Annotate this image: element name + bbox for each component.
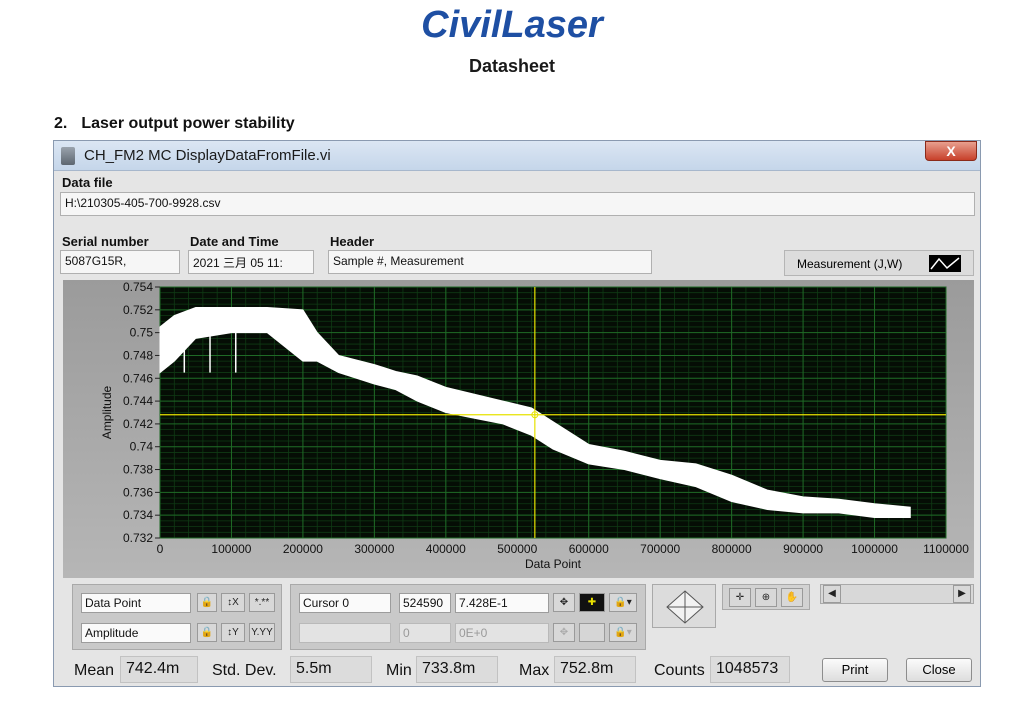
window-title: CH_FM2 MC DisplayDataFromFile.vi: [84, 147, 331, 164]
x-axis-name-field[interactable]: Data Point: [81, 593, 191, 613]
graph-palette: ✛ ⊕ ✋: [722, 584, 810, 610]
serial-number-label: Serial number: [62, 234, 149, 249]
x-tick-label: 500000: [497, 542, 537, 556]
waveform-graph[interactable]: 0 100000 200000 300000 400000 500000 600000 700…: [63, 280, 974, 578]
y-tick-label: 0.746: [123, 371, 153, 385]
cursor-name-field[interactable]: Cursor 0: [299, 593, 391, 613]
crosshair-tool-icon[interactable]: ✛: [729, 588, 751, 607]
y-tick-label: 0.738: [123, 463, 153, 477]
series-line: [159, 314, 911, 513]
lock-icon[interactable]: 🔒▾: [609, 593, 637, 612]
labview-vi-icon: [61, 147, 75, 165]
min-value: 733.8m: [416, 656, 498, 683]
axis-settings-panel: Data Point 🔒 ↕X *.** Amplitude 🔒 ↕Y Y.YY: [72, 584, 282, 650]
cursor-y-field[interactable]: 7.428E-1: [455, 593, 549, 613]
cursor2-name-field[interactable]: [299, 623, 391, 643]
window-titlebar: CH_FM2 MC DisplayDataFromFile.vi X: [54, 141, 980, 171]
waveform-graph-svg[interactable]: 0 100000 200000 300000 400000 500000 600000 700…: [63, 280, 974, 578]
horizontal-scrollbar[interactable]: ◀ ▶: [820, 584, 974, 604]
mean-value: 742.4m: [120, 656, 198, 683]
date-time-field[interactable]: 2021 三月 05 11:: [188, 250, 314, 274]
section-title: Laser output power stability: [81, 115, 295, 132]
header-field[interactable]: Sample #, Measurement: [328, 250, 652, 274]
zoom-icon[interactable]: ⊕: [755, 588, 777, 607]
serial-number-field[interactable]: 5087G15R,: [60, 250, 180, 274]
measurement-legend[interactable]: Measurement (J,W): [784, 250, 974, 276]
x-format-button[interactable]: *.**: [249, 593, 275, 612]
data-file-label: Data file: [62, 175, 113, 190]
x-axis-label: Data Point: [525, 557, 582, 571]
labview-window: CH_FM2 MC DisplayDataFromFile.vi X Data …: [53, 140, 981, 687]
y-scale-icon[interactable]: ↕Y: [221, 623, 245, 642]
y-axis-label: Amplitude: [100, 386, 114, 440]
data-file-field[interactable]: H:\210305-405-700-9928.csv: [60, 192, 975, 216]
section-number: 2.: [54, 115, 68, 132]
document-subtitle: Datasheet: [468, 56, 556, 76]
scroll-left-icon[interactable]: ◀: [823, 585, 841, 603]
lock-icon[interactable]: 🔒▾: [609, 623, 637, 642]
cursor-movement-icon: [666, 590, 704, 624]
move-cursor-icon[interactable]: ✥: [553, 623, 575, 642]
y-tick-label: 0.742: [123, 417, 153, 431]
y-tick-label: 0.75: [130, 326, 154, 340]
statistics-row: Mean 742.4m Std. Dev. 5.5m Min 733.8m Ma…: [62, 655, 972, 685]
y-axis-name-field[interactable]: Amplitude: [81, 623, 191, 643]
move-cursor-icon[interactable]: ✥: [553, 593, 575, 612]
x-tick-label: 200000: [283, 542, 323, 556]
cursor-legend-panel: Cursor 0 524590 7.428E-1 ✥ ✚ 🔒▾ 0 0E+0 ✥…: [290, 584, 646, 650]
cursor-x-field[interactable]: 524590: [399, 593, 451, 613]
cursor-style-icon[interactable]: [579, 623, 605, 642]
x-tick-label: 800000: [712, 542, 752, 556]
max-label: Max: [519, 662, 550, 679]
cursor-movement-control[interactable]: [652, 584, 716, 628]
x-tick-label: 400000: [426, 542, 466, 556]
section-heading: 2. Laser output power stability: [54, 115, 309, 133]
header-label: Header: [330, 234, 375, 249]
y-tick-label: 0.754: [123, 280, 153, 294]
print-button[interactable]: Print: [822, 658, 888, 682]
window-close-button[interactable]: X: [925, 141, 977, 161]
y-tick-label: 0.74: [130, 440, 154, 454]
cursor-style-icon[interactable]: ✚: [579, 593, 605, 612]
min-label: Min: [386, 662, 412, 679]
x-tick-label: 700000: [640, 542, 680, 556]
x-tick-label: 900000: [783, 542, 823, 556]
y-tick-label: 0.736: [123, 485, 153, 499]
y-tick-label: 0.744: [123, 394, 153, 408]
pan-hand-icon[interactable]: ✋: [781, 588, 803, 607]
close-button[interactable]: Close: [906, 658, 972, 682]
y-tick-label: 0.748: [123, 348, 153, 362]
y-tick-label: 0.732: [123, 531, 153, 545]
x-tick-label: 600000: [569, 542, 609, 556]
mean-label: Mean: [74, 662, 115, 679]
x-scale-icon[interactable]: ↕X: [221, 593, 245, 612]
x-tick-label: 100000: [211, 542, 251, 556]
brand-logo: CivilLaser: [421, 4, 603, 46]
counts-label: Counts: [654, 662, 705, 679]
cursor2-x-field[interactable]: 0: [399, 623, 451, 643]
y-tick-label: 0.734: [123, 508, 153, 522]
plot-style-icon: [929, 255, 961, 272]
cursor2-y-field[interactable]: 0E+0: [455, 623, 549, 643]
counts-value: 1048573: [710, 656, 790, 683]
y-tick-label: 0.752: [123, 303, 153, 317]
cursor-marker: [531, 411, 539, 419]
x-tick-label: 1000000: [851, 542, 898, 556]
scroll-right-icon[interactable]: ▶: [953, 585, 971, 603]
max-value: 752.8m: [554, 656, 636, 683]
x-tick-label: 1100000: [923, 542, 969, 556]
std-dev-label: Std. Dev.: [212, 662, 277, 679]
lock-icon[interactable]: 🔒: [197, 593, 217, 612]
std-dev-value: 5.5m: [290, 656, 372, 683]
x-tick-label: 300000: [354, 542, 394, 556]
measurement-legend-label: Measurement (J,W): [797, 257, 903, 271]
date-time-label: Date and Time: [190, 234, 279, 249]
x-tick-label: 0: [157, 542, 164, 556]
y-format-button[interactable]: Y.YY: [249, 623, 275, 642]
lock-icon[interactable]: 🔒: [197, 623, 217, 642]
